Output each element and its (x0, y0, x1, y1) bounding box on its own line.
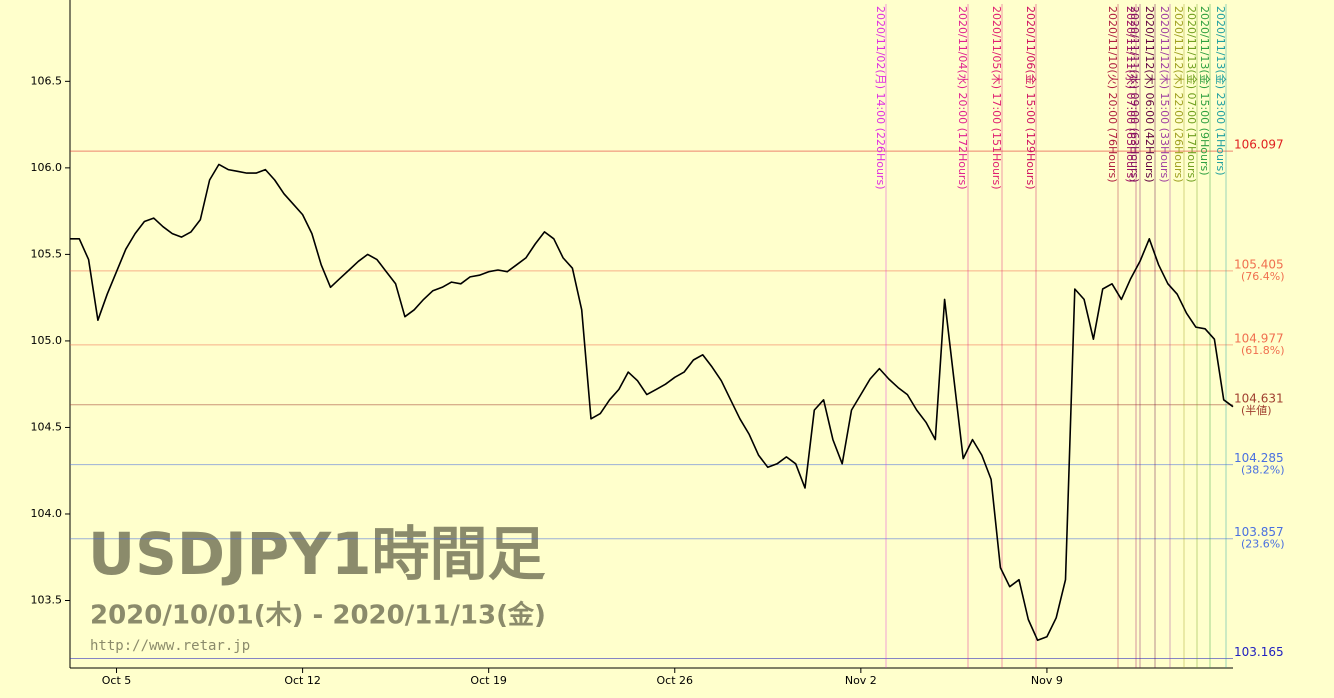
chart-title: USDJPY1時間足 (88, 520, 545, 588)
y-tick-label: 103.5 (31, 594, 63, 607)
time-marker-label: 2020/11/02(月) 14:00 (226Hours) (874, 6, 887, 189)
y-tick-label: 106.0 (31, 161, 63, 174)
time-marker-label: 2020/11/13(金) 23:00 (1Hours) (1214, 6, 1228, 176)
y-tick-label: 104.0 (31, 507, 63, 520)
x-tick-label: Oct 12 (284, 674, 321, 687)
level-sublabel: (23.6%) (1241, 538, 1285, 551)
x-tick-label: Oct 26 (657, 674, 694, 687)
level-sublabel: (38.2%) (1241, 464, 1285, 477)
y-tick-label: 104.5 (31, 420, 63, 433)
level-sublabel: (61.8%) (1241, 344, 1285, 357)
source-url: http://www.retar.jp (90, 638, 250, 654)
time-marker-label: 2020/11/06(金) 15:00 (129Hours) (1024, 6, 1038, 189)
price-line (70, 163, 1234, 642)
time-marker-label: 2020/11/11(水) 07:00 (65Hours) (1124, 6, 1137, 182)
level-label: 105.405 (1234, 257, 1284, 271)
time-marker-label: 2020/11/05(木) 17:00 (151Hours) (990, 6, 1003, 189)
chart-subtitle: 2020/10/01(木) - 2020/11/13(金) (90, 600, 546, 631)
level-label: 104.285 (1234, 451, 1284, 465)
time-marker-label: 2020/11/12(木) 22:00 (26Hours) (1172, 6, 1185, 182)
level-label: 106.097 (1234, 138, 1284, 152)
level-label: 104.631 (1234, 391, 1284, 405)
level-sublabel: (76.4%) (1241, 270, 1285, 283)
y-tick-label: 105.5 (31, 247, 63, 260)
level-label: 103.857 (1234, 525, 1284, 539)
time-marker-label: 2020/11/12(木) 06:00 (42Hours) (1143, 6, 1156, 182)
x-tick-label: Nov 9 (1031, 674, 1063, 687)
time-marker-label: 2020/11/13(金) 07:00 (17Hours) (1185, 6, 1199, 182)
time-marker-label: 2020/11/10(火) 20:00 (76Hours) (1106, 6, 1119, 182)
time-marker-label: 2020/11/11(水) 09:00 (63Hours) (1128, 6, 1141, 182)
time-marker-label: 2020/11/13(金) 15:00 (9Hours) (1198, 6, 1212, 176)
time-marker-label: 2020/11/12(木) 15:00 (33Hours) (1158, 6, 1171, 182)
x-tick-label: Oct 19 (470, 674, 507, 687)
level-label: 103.165 (1234, 645, 1284, 659)
level-sublabel: (半値) (1241, 403, 1272, 417)
time-marker-label: 2020/11/04(水) 20:00 (172Hours) (956, 6, 969, 189)
x-tick-label: Nov 2 (845, 674, 877, 687)
x-tick-label: Oct 5 (102, 674, 132, 687)
level-label: 104.977 (1234, 331, 1284, 345)
y-tick-label: 106.5 (31, 74, 63, 87)
y-tick-label: 105.0 (31, 334, 63, 347)
